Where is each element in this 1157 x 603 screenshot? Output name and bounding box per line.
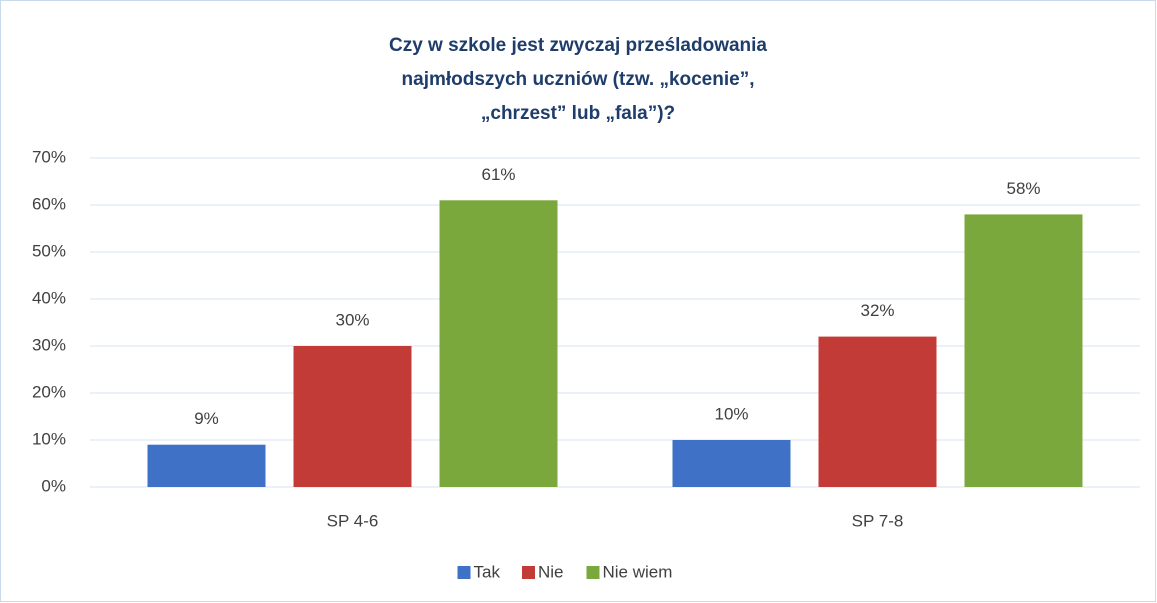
y-tick-label: 60% — [32, 194, 66, 213]
legend-swatch — [457, 566, 471, 579]
bar — [672, 440, 791, 487]
chart-title: najmłodszych uczniów (tzw. „kocenie”, — [402, 69, 755, 90]
bar — [293, 346, 412, 487]
x-tick-label: SP 7-8 — [852, 511, 904, 530]
data-label: 9% — [194, 409, 219, 428]
y-tick-label: 10% — [32, 429, 66, 448]
bar — [964, 214, 1083, 487]
legend-label: Nie wiem — [603, 562, 673, 581]
data-label: 30% — [335, 310, 369, 329]
data-label: 61% — [481, 165, 515, 184]
bar — [439, 200, 558, 488]
bar — [818, 336, 937, 487]
data-label: 58% — [1006, 179, 1040, 198]
data-label: 10% — [714, 404, 748, 423]
y-tick-label: 0% — [41, 476, 66, 495]
y-tick-label: 50% — [32, 241, 66, 260]
y-tick-label: 30% — [32, 335, 66, 354]
bar — [147, 444, 266, 487]
y-tick-label: 70% — [32, 147, 66, 166]
legend-swatch — [522, 566, 535, 579]
legend-label: Nie — [538, 562, 564, 581]
data-label: 32% — [860, 301, 894, 320]
legend-label: Tak — [474, 562, 501, 581]
y-tick-label: 20% — [32, 382, 66, 401]
x-tick-label: SP 4-6 — [327, 511, 379, 530]
legend-swatch — [586, 566, 600, 579]
chart-title: „chrzest” lub „fala”)? — [481, 103, 675, 124]
y-tick-label: 40% — [32, 288, 66, 307]
chart-title: Czy w szkole jest zwyczaj prześladowania — [389, 35, 767, 56]
